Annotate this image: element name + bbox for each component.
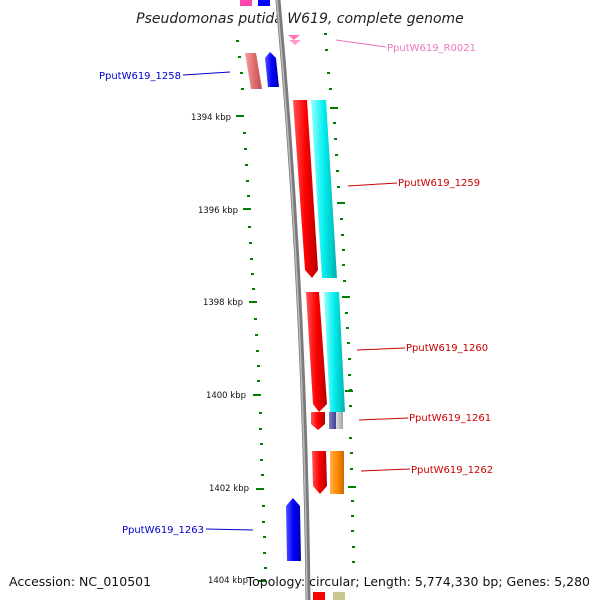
major-tick-1400 bbox=[253, 394, 261, 396]
map-title: Pseudomonas putida W619, complete genome bbox=[136, 11, 464, 27]
footer-accession: Accession: NC_010501 bbox=[9, 574, 151, 589]
gene-1258[interactable] bbox=[245, 52, 279, 89]
gene-1262[interactable] bbox=[312, 451, 344, 494]
major-tick-1396 bbox=[243, 208, 251, 210]
major-ticks bbox=[236, 107, 356, 582]
top-cut-feature-blue bbox=[258, 0, 270, 6]
tick-label-1396: 1396 kbp bbox=[198, 206, 238, 216]
label-1261[interactable]: PputW619_1261 bbox=[409, 413, 491, 424]
major-tick-1404 bbox=[258, 580, 266, 582]
label-1259[interactable]: PputW619_1259 bbox=[398, 178, 480, 189]
footer-summary: Topology: circular; Length: 5,774,330 bp… bbox=[246, 574, 590, 589]
gene-1260[interactable] bbox=[306, 292, 345, 412]
major-tick-1394 bbox=[236, 115, 244, 117]
label-1262[interactable]: PputW619_1262 bbox=[411, 465, 493, 476]
genome-backbone bbox=[275, 0, 311, 600]
label-1260[interactable]: PputW619_1260 bbox=[406, 343, 488, 354]
label-r0021[interactable]: PputW619_R0021 bbox=[387, 43, 476, 54]
gene-1259[interactable] bbox=[293, 100, 337, 278]
tick-label-1402: 1402 kbp bbox=[209, 484, 249, 494]
major-tick-1398 bbox=[249, 301, 257, 303]
label-1263[interactable]: PputW619_1263 bbox=[122, 525, 204, 536]
gene-1263[interactable] bbox=[286, 498, 301, 561]
top-cut-feature-pink bbox=[240, 0, 252, 6]
label-1258[interactable]: PputW619_1258 bbox=[99, 71, 181, 82]
tick-label-1400: 1400 kbp bbox=[206, 391, 246, 401]
tick-label-1398: 1398 kbp bbox=[203, 298, 243, 308]
label-connectors bbox=[182, 39, 411, 531]
genome-backbone-highlight bbox=[276, 0, 308, 600]
bottom-cut-feature-olive bbox=[333, 592, 345, 600]
tick-label-1404: 1404 kbp bbox=[208, 576, 248, 586]
gene-1261[interactable] bbox=[311, 412, 343, 430]
rna-feature-r0021[interactable] bbox=[288, 35, 301, 45]
tick-label-1394: 1394 kbp bbox=[191, 113, 231, 123]
major-tick-1402 bbox=[256, 488, 264, 490]
bottom-cut-feature-red bbox=[313, 592, 325, 600]
